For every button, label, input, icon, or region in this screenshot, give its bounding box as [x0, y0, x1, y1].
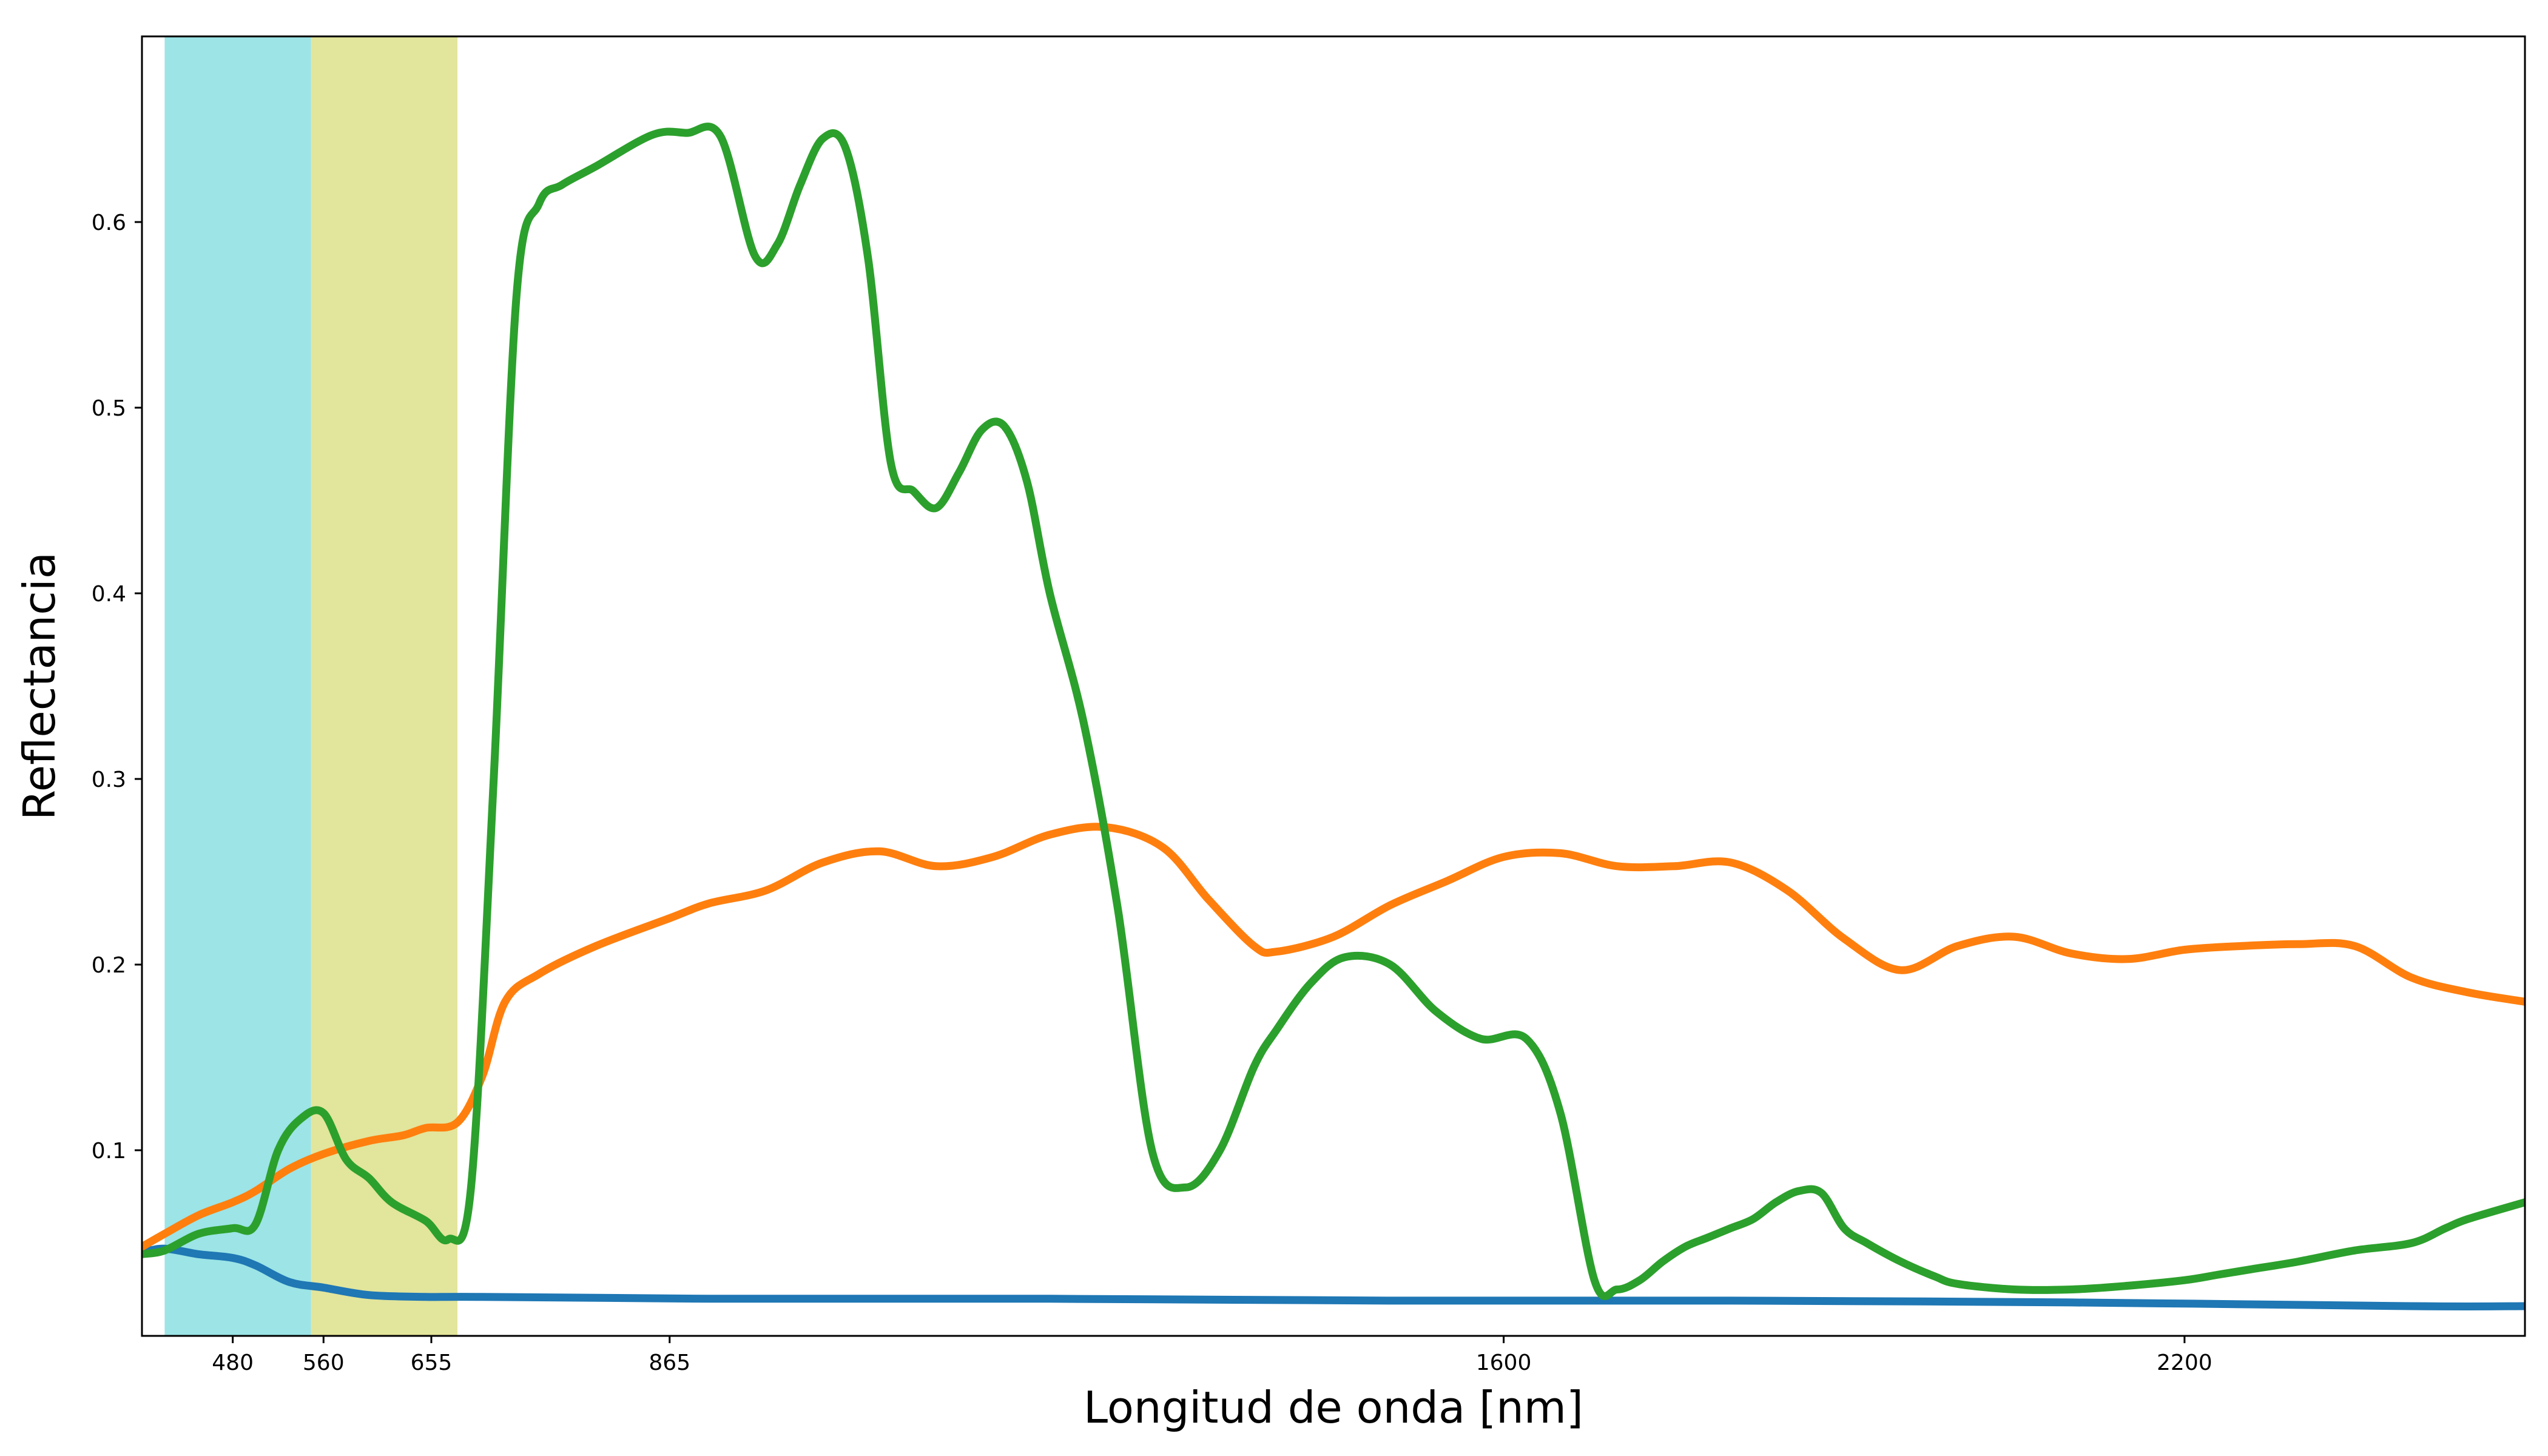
x-axis-label: Longitud de onda [nm] [1084, 1382, 1583, 1433]
x-tick-label: 480 [212, 1350, 254, 1375]
x-tick-label: 865 [649, 1350, 690, 1375]
y-tick-label: 0.2 [92, 953, 126, 978]
x-tick-label: 1600 [1476, 1350, 1532, 1375]
y-tick-label: 0.5 [92, 396, 126, 421]
y-tick-label: 0.1 [92, 1139, 126, 1164]
y-tick-label: 0.6 [92, 211, 126, 235]
y-tick-label: 0.4 [92, 582, 126, 607]
band-1 [311, 36, 457, 1336]
band-0 [164, 36, 311, 1336]
wavelength-bands [164, 36, 457, 1336]
series-lines [142, 123, 2525, 1310]
series-line-0 [142, 1244, 2525, 1310]
y-tick-label: 0.3 [92, 767, 126, 792]
x-tick-label: 655 [411, 1350, 453, 1375]
y-axis-ticks: 0.1 0.2 0.3 0.4 0.5 0.6 [92, 211, 142, 1164]
series-line-1 [142, 823, 2525, 1251]
y-axis-label: Reflectancia [14, 552, 65, 820]
x-tick-label: 560 [303, 1350, 345, 1375]
x-tick-label: 2200 [2157, 1350, 2213, 1375]
x-axis-ticks: 480 560 655 865 1600 2200 [212, 1336, 2213, 1375]
series-line-2 [142, 123, 2525, 1300]
plot-frame [141, 35, 2526, 1337]
